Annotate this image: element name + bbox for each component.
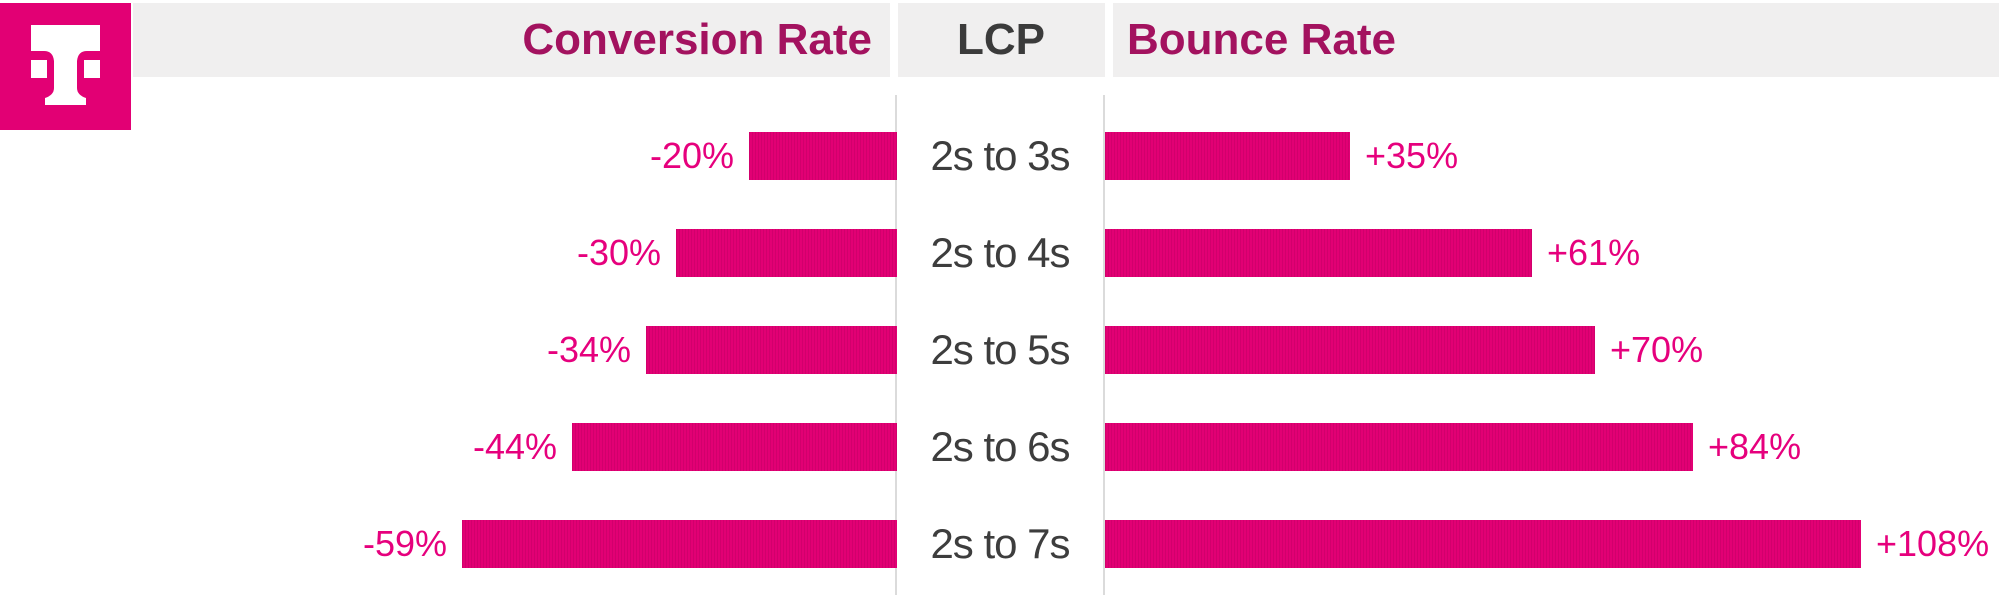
conversion-value-label: -20% [649,135,734,176]
header-band [133,3,1999,77]
lcp-category-label: 2s to 5s [930,326,1070,373]
tmobile-logo [0,3,131,130]
header-conversion-rate: Conversion Rate [522,15,872,64]
lcp-category-label: 2s to 4s [930,229,1070,276]
conversion-bar [462,520,897,568]
bounce-bar [1105,423,1693,471]
header-divider-left [890,3,898,77]
bounce-value-label: +61% [1547,232,1641,273]
bounce-bar [1105,229,1532,277]
lcp-category-label: 2s to 7s [930,520,1070,567]
header-lcp: LCP [957,15,1045,64]
conversion-value-label: -59% [362,523,447,564]
bounce-value-label: +70% [1610,329,1704,370]
bounce-value-label: +35% [1365,135,1459,176]
header-bounce-rate: Bounce Rate [1127,15,1396,64]
conversion-bar [676,229,897,277]
conversion-bar [646,326,897,374]
header-divider-right [1105,3,1113,77]
conversion-value-label: -30% [576,232,661,273]
conversion-bar [572,423,897,471]
bounce-value-label: +108% [1876,523,1990,564]
bounce-bar [1105,520,1861,568]
conversion-bar [749,132,897,180]
bounce-bar [1105,132,1350,180]
lcp-column-border-right [1103,95,1105,595]
t-logo-icon [0,3,131,130]
bounce-bar [1105,326,1595,374]
lcp-category-label: 2s to 6s [930,423,1070,470]
conversion-value-label: -34% [546,329,631,370]
lcp-category-label: 2s to 3s [930,132,1070,179]
conversion-value-label: -44% [472,426,557,467]
bounce-value-label: +84% [1708,426,1802,467]
